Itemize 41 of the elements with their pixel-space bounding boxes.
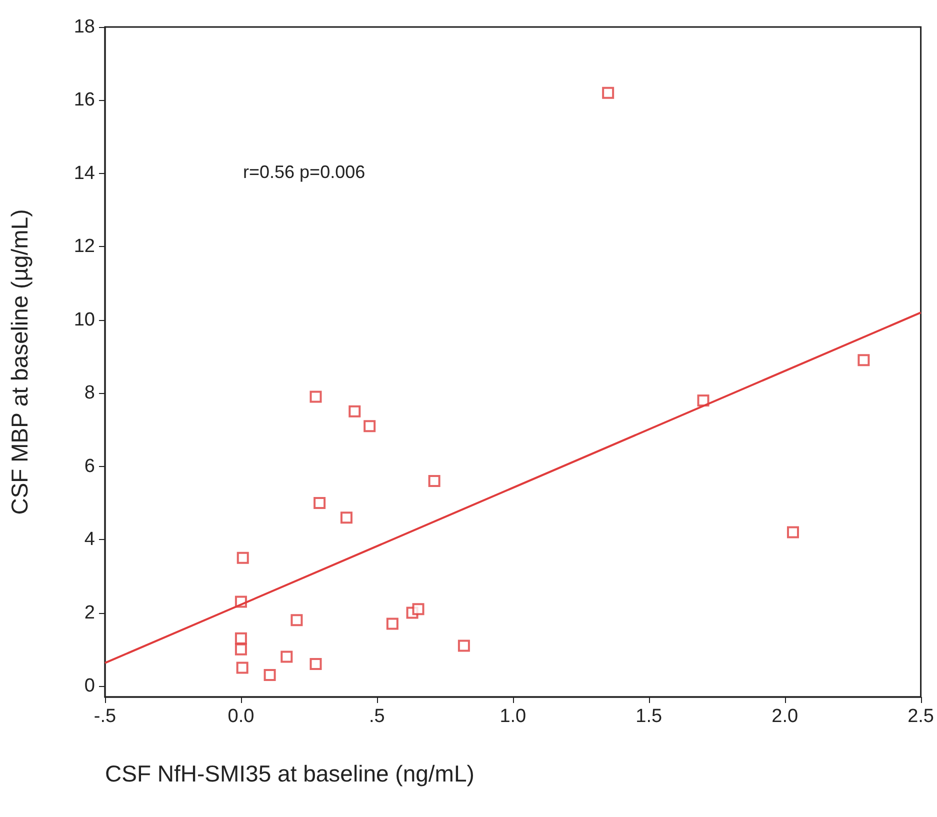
point	[697, 394, 710, 406]
x-axis-title: CSF NfH-SMI35 at baseline (ng/mL)	[105, 760, 474, 786]
point	[290, 614, 303, 626]
y-tick-label: 6	[84, 456, 95, 477]
point	[236, 662, 248, 674]
point	[428, 474, 440, 487]
x-tick-label: 2.0	[772, 706, 798, 727]
x-tick-label: 1.0	[500, 706, 526, 727]
point	[348, 405, 361, 418]
point	[310, 390, 322, 403]
point	[340, 512, 352, 524]
y-tick-label: 12	[74, 236, 95, 258]
y-tick-label: 8	[84, 382, 95, 404]
point	[786, 526, 799, 538]
y-tick-label: 0	[84, 676, 95, 697]
x-tick-label: 2.5	[908, 706, 934, 727]
point	[264, 669, 276, 682]
x-tick-label: 0.0	[228, 706, 254, 727]
annotation: r=0.56 p=0.006	[243, 162, 366, 182]
y-axis-title: CSF MBP at baseline (µg/mL)	[6, 209, 32, 515]
point	[386, 618, 398, 630]
point	[234, 632, 247, 644]
y-tick-label: 18	[74, 16, 95, 38]
point	[412, 603, 424, 616]
point	[236, 552, 249, 564]
point	[364, 420, 376, 432]
point	[858, 354, 870, 366]
point	[310, 658, 322, 670]
y-tick-label: 2	[84, 602, 95, 624]
point	[314, 496, 326, 509]
point	[602, 86, 614, 99]
y-tick-label: 16	[74, 90, 95, 111]
y-tick-label: 14	[74, 162, 96, 184]
y-tick-label: 10	[74, 309, 95, 330]
x-tick-label: 1.5	[636, 706, 662, 727]
point	[234, 643, 247, 656]
point	[458, 640, 470, 652]
y-tick-label: 4	[84, 529, 96, 550]
point	[280, 650, 293, 663]
x-tick-label: .5	[369, 706, 385, 727]
x-tick-label: -.5	[94, 706, 116, 727]
